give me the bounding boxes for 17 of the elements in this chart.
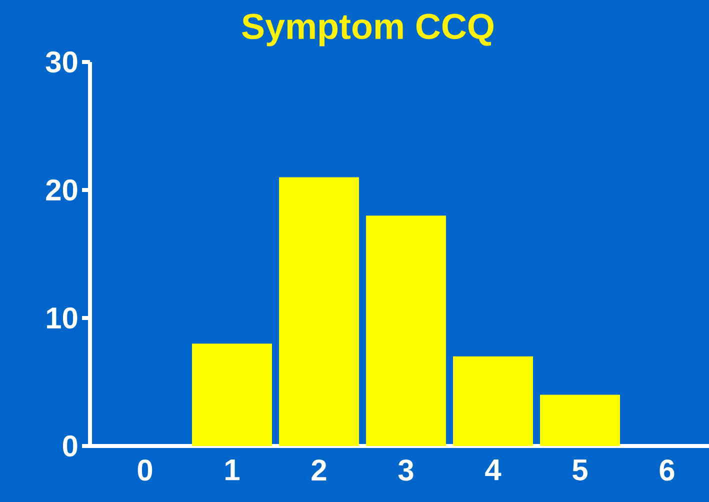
y-tick-label: 0: [62, 435, 78, 457]
x-tick-label: 3: [398, 460, 414, 481]
x-tick-label: 5: [572, 460, 588, 480]
bar: [279, 177, 359, 446]
bar: [453, 356, 533, 446]
x-tick-label: 6: [660, 460, 674, 481]
bar: [366, 216, 446, 446]
x-tick-label: 2: [312, 460, 326, 480]
bar: [540, 394, 620, 446]
x-tick-label: 4: [485, 460, 502, 480]
y-tick-label: 30: [46, 51, 78, 73]
x-tick-label: 0: [138, 460, 152, 481]
bar: [192, 344, 272, 446]
y-tick-label: 10: [46, 307, 78, 329]
x-tick-label: 1: [226, 460, 240, 480]
chart-title: Symptom CCQ: [242, 14, 494, 46]
y-tick-label: 20: [46, 179, 78, 201]
